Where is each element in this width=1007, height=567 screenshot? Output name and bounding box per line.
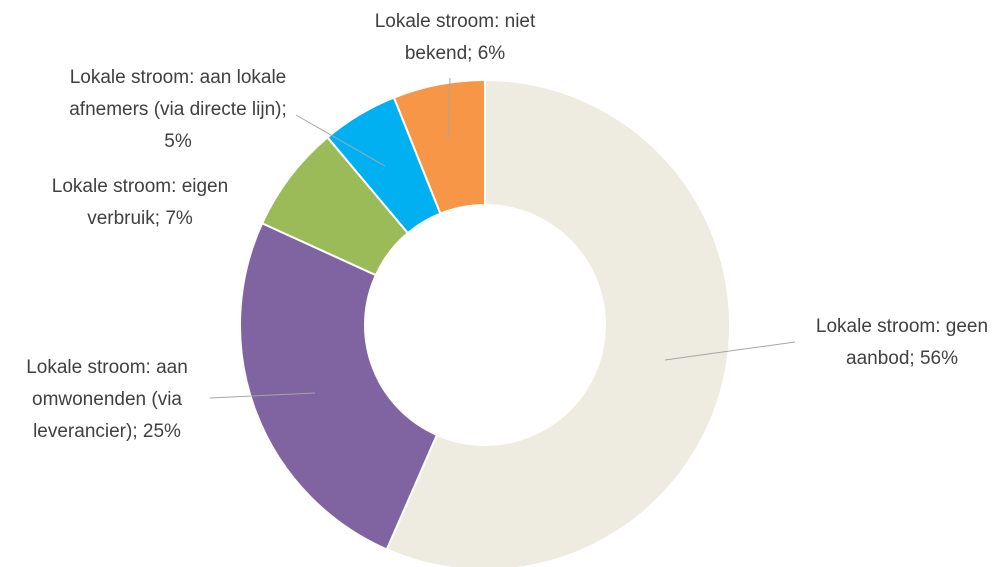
donut-segment (392, 78, 486, 215)
data-label: Lokale stroom: aan omwonenden (via lever… (26, 357, 188, 442)
leader-line (447, 77, 451, 141)
donut-segment (385, 78, 731, 567)
leader-line (664, 341, 796, 361)
donut-segment (239, 221, 439, 551)
data-label: Lokale stroom: aan lokale afnemers (via … (69, 67, 287, 152)
leader-line (295, 114, 386, 167)
data-label: Lokale stroom: niet bekend; 6% (374, 11, 536, 64)
leader-line (209, 392, 316, 399)
data-label: Lokale stroom: geen aanbod; 56% (815, 316, 989, 369)
data-label: Lokale stroom: eigen verbruik; 7% (51, 176, 229, 229)
